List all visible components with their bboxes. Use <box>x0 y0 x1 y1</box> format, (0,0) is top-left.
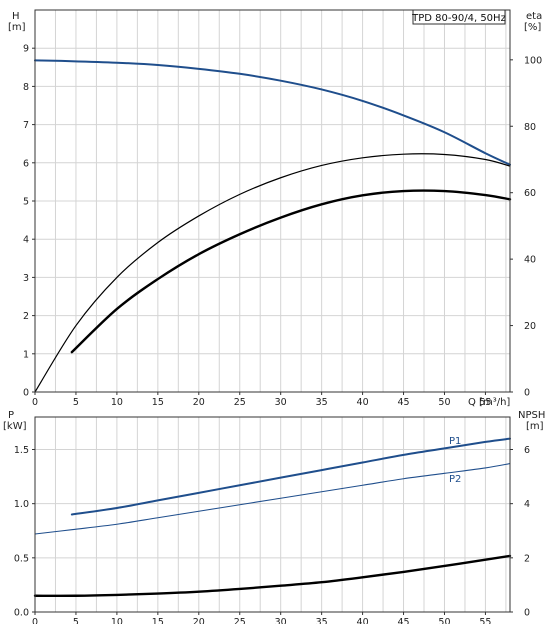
top-x-tick-label: 40 <box>357 397 369 408</box>
top-right-ticks: 0 20 40 60 80 100 <box>510 55 542 399</box>
bottom-x-tick-label: 40 <box>357 617 369 624</box>
top-left-tick-label: 8 <box>23 82 29 93</box>
bottom-left-tick-label: 0.5 <box>14 553 29 564</box>
power-npsh-panel: 0 5 10 15 20 25 30 35 40 45 50 55 0.0 0.5 1.0 1.5 0 2 4 6… <box>3 410 545 624</box>
top-right-tick-label: 100 <box>524 55 542 66</box>
top-right-tick-label: 80 <box>524 122 536 133</box>
head-axis-unit: [m] <box>8 22 26 33</box>
top-x-tick-label: 20 <box>193 397 205 408</box>
bottom-x-tick-label: 20 <box>193 617 205 624</box>
bottom-series-p2-curve <box>34 463 511 535</box>
top-x-tick-label: 5 <box>73 397 79 408</box>
top-right-tick-label: 0 <box>524 388 530 399</box>
bottom-left-tick-label: 1.5 <box>14 445 29 456</box>
power-axis-unit: [kW] <box>3 421 27 432</box>
bottom-grid <box>35 417 510 612</box>
top-left-tick-label: 3 <box>23 273 29 284</box>
top-left-tick-label: 4 <box>23 235 29 246</box>
bottom-right-tick-label: 0 <box>524 608 530 619</box>
bottom-right-tick-label: 4 <box>524 499 530 510</box>
bottom-x-tick-label: 45 <box>397 617 409 624</box>
top-left-tick-label: 7 <box>23 120 29 131</box>
top-x-tick-label: 30 <box>275 397 287 408</box>
top-x-tick-label: 25 <box>234 397 246 408</box>
bottom-x-tick-label: 5 <box>73 617 79 624</box>
bottom-left-tick-label: 0.0 <box>14 608 29 619</box>
top-x-tick-label: 10 <box>111 397 123 408</box>
bottom-curves <box>33 437 512 598</box>
bottom-right-tick-label: 2 <box>524 553 530 564</box>
bottom-left-ticks: 0.0 0.5 1.0 1.5 <box>14 445 35 619</box>
npsh-axis-unit: [m] <box>526 421 544 432</box>
chart-title: TPD 80-90/4, 50Hz <box>411 13 506 24</box>
top-series-2-curve <box>70 189 512 354</box>
top-left-tick-label: 5 <box>23 197 29 208</box>
bottom-x-tick-label: 0 <box>32 617 38 624</box>
bottom-series-2-curve <box>33 554 512 598</box>
top-left-tick-label: 1 <box>23 349 29 360</box>
top-x-tick-label: 15 <box>152 397 164 408</box>
bottom-right-ticks: 0 2 4 6 <box>510 445 530 619</box>
top-right-tick-label: 40 <box>524 255 536 266</box>
bottom-x-tick-label: 35 <box>316 617 328 624</box>
top-grid <box>35 10 510 392</box>
bottom-x-ticks: 0 5 10 15 20 25 30 35 40 45 50 55 <box>32 612 491 624</box>
top-x-tick-label: 45 <box>397 397 409 408</box>
bottom-series-p1-curve <box>70 437 511 516</box>
top-right-tick-label: 20 <box>524 321 536 332</box>
bottom-x-tick-label: 10 <box>111 617 123 624</box>
efficiency-axis-unit: [%] <box>524 22 541 33</box>
flow-axis-label: Q [m³/h] <box>468 397 510 408</box>
bottom-x-tick-label: 25 <box>234 617 246 624</box>
top-left-ticks: 0 1 2 3 4 5 6 7 8 9 <box>23 44 35 399</box>
series-label-p2: P2 <box>449 474 461 485</box>
top-series-0-curve <box>34 59 511 166</box>
chart-title-box <box>412 9 506 25</box>
bottom-left-tick-label: 1.0 <box>14 499 29 510</box>
efficiency-axis-title: eta <box>526 11 542 22</box>
top-curves <box>34 59 512 393</box>
bottom-right-tick-label: 6 <box>524 445 530 456</box>
top-left-tick-label: 6 <box>23 158 29 169</box>
top-x-tick-label: 55 <box>479 397 491 408</box>
top-right-tick-label: 60 <box>524 188 536 199</box>
top-left-tick-label: 0 <box>23 388 29 399</box>
head-axis-title: H <box>12 11 20 22</box>
top-series-1-curve <box>34 153 511 393</box>
top-x-tick-label: 35 <box>316 397 328 408</box>
bottom-x-tick-label: 15 <box>152 617 164 624</box>
bottom-x-tick-label: 30 <box>275 617 287 624</box>
series-label-p1: P1 <box>449 436 461 447</box>
npsh-axis-title: NPSH <box>518 410 545 421</box>
bottom-x-tick-label: 50 <box>438 617 450 624</box>
top-x-tick-label: 0 <box>32 397 38 408</box>
top-left-tick-label: 9 <box>23 44 29 55</box>
top-x-ticks: 0 5 10 15 20 25 30 35 40 45 50 55 <box>32 392 491 408</box>
top-left-tick-label: 2 <box>23 311 29 322</box>
top-x-tick-label: 50 <box>438 397 450 408</box>
bottom-x-tick-label: 55 <box>479 617 491 624</box>
power-axis-title: P <box>8 410 14 421</box>
bottom-plot-frame <box>34 416 511 613</box>
